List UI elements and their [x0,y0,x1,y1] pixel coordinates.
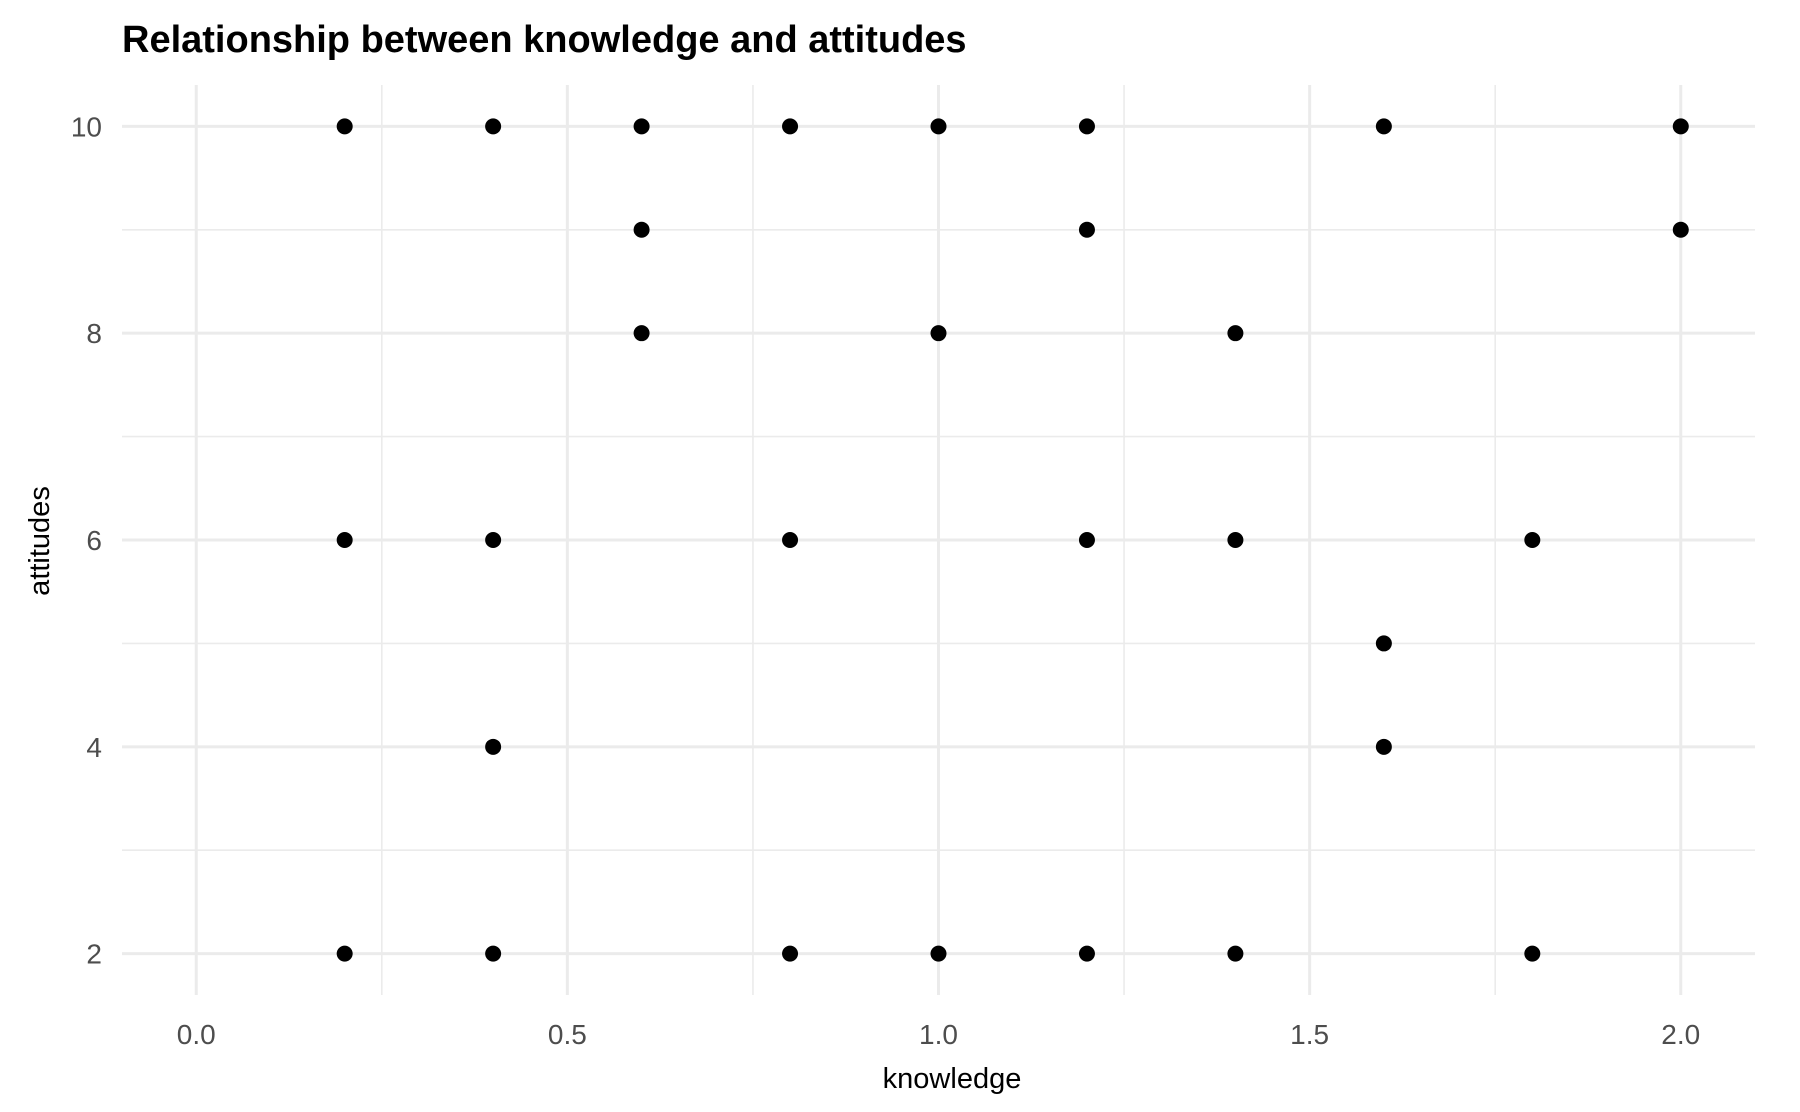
data-point [1524,945,1541,962]
data-points [336,118,1689,962]
data-point [336,118,353,135]
data-point [1227,325,1244,342]
data-point [1672,221,1689,238]
data-point [930,325,947,342]
data-point [1078,945,1095,962]
data-point [1375,118,1392,135]
data-point [336,945,353,962]
data-point [485,118,502,135]
data-point [782,118,799,135]
x-tick-label: 0.0 [177,1019,216,1050]
y-tick-label: 8 [86,318,102,349]
y-axis-title: attitudes [24,486,56,596]
data-point [1227,532,1244,548]
data-point [633,325,650,342]
data-point [1227,945,1244,962]
x-tick-label: 1.0 [919,1019,958,1050]
data-point [485,945,502,962]
data-point [930,945,947,962]
data-point [336,532,353,548]
x-axis-title: knowledge [883,1063,1022,1095]
data-point [1524,532,1541,548]
y-tick-label: 10 [71,111,102,142]
data-point [930,118,947,135]
data-point [1078,221,1095,238]
data-point [1078,532,1095,548]
x-tick-label: 2.0 [1661,1019,1700,1050]
data-point [633,221,650,238]
data-point [485,738,502,755]
data-point [1078,118,1095,135]
data-point [782,945,799,962]
y-tick-label: 4 [86,732,102,763]
y-tick-label: 2 [86,939,102,970]
data-point [485,532,502,548]
data-point [1672,118,1689,135]
chart-title: Relationship between knowledge and attit… [122,19,967,61]
x-axis-ticks: 0.0 0.5 1.0 1.5 2.0 [177,1019,1700,1050]
data-point [1375,635,1392,652]
data-point [1375,738,1392,755]
x-tick-label: 1.5 [1290,1019,1329,1050]
y-axis-ticks: 2 4 6 8 10 [71,111,102,969]
x-tick-label: 0.5 [548,1019,587,1050]
data-point [633,118,650,135]
y-tick-label: 6 [86,525,102,556]
major-gridlines [122,85,1755,995]
data-point [782,532,799,548]
